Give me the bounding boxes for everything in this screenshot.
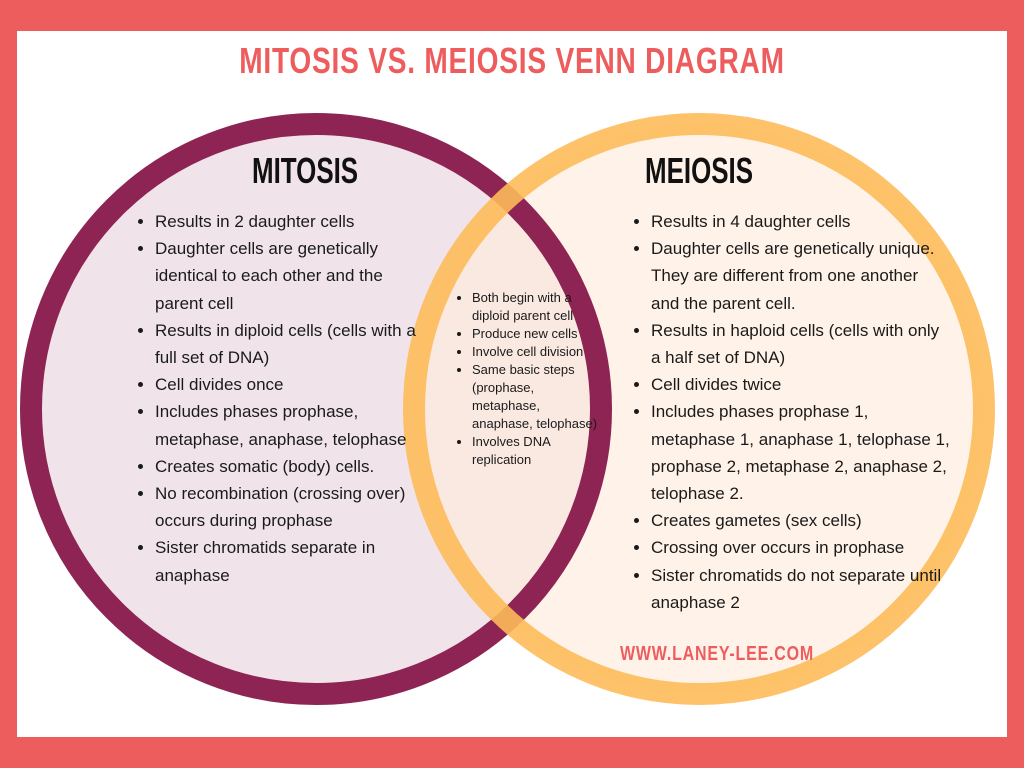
list-item: Includes phases prophase, metaphase, ana… xyxy=(155,398,425,452)
website-link[interactable]: WWW.LANEY-LEE.COM xyxy=(620,643,815,665)
list-item: No recombination (crossing over) occurs … xyxy=(155,480,425,534)
list-item: Daughter cells are genetically unique. T… xyxy=(651,235,951,317)
list-item: Creates gametes (sex cells) xyxy=(651,507,951,534)
mitosis-circle-ring xyxy=(20,113,612,705)
meiosis-list: Results in 4 daughter cells Daughter cel… xyxy=(629,208,951,616)
list-item: Results in 2 daughter cells xyxy=(155,208,425,235)
list-item: Creates somatic (body) cells. xyxy=(155,453,425,480)
list-item: Results in haploid cells (cells with onl… xyxy=(651,317,951,371)
list-item: Includes phases prophase 1, metaphase 1,… xyxy=(651,398,951,507)
list-item: Sister chromatids do not separate until … xyxy=(651,562,951,616)
list-item: Both begin with a diploid parent cell xyxy=(472,289,602,325)
meiosis-heading: MEIOSIS xyxy=(645,150,754,191)
list-item: Crossing over occurs in prophase xyxy=(651,534,951,561)
list-item: Sister chromatids separate in anaphase xyxy=(155,534,425,588)
list-item: Cell divides twice xyxy=(651,371,951,398)
list-item: Involves DNA replication xyxy=(472,433,602,469)
list-item: Involve cell division xyxy=(472,343,602,361)
mitosis-list: Results in 2 daughter cells Daughter cel… xyxy=(133,208,425,589)
list-item: Produce new cells xyxy=(472,325,602,343)
page-title: MITOSIS VS. MEIOSIS VENN DIAGRAM xyxy=(239,40,785,81)
list-item: Cell divides once xyxy=(155,371,425,398)
list-item: Daughter cells are genetically identical… xyxy=(155,235,425,317)
list-item: Results in diploid cells (cells with a f… xyxy=(155,317,425,371)
mitosis-heading: MITOSIS xyxy=(252,150,359,191)
both-list: Both begin with a diploid parent cell Pr… xyxy=(450,289,602,469)
list-item: Results in 4 daughter cells xyxy=(651,208,951,235)
list-item: Same basic steps (prophase, metaphase, a… xyxy=(472,361,602,433)
meiosis-circle-ring xyxy=(403,113,995,705)
